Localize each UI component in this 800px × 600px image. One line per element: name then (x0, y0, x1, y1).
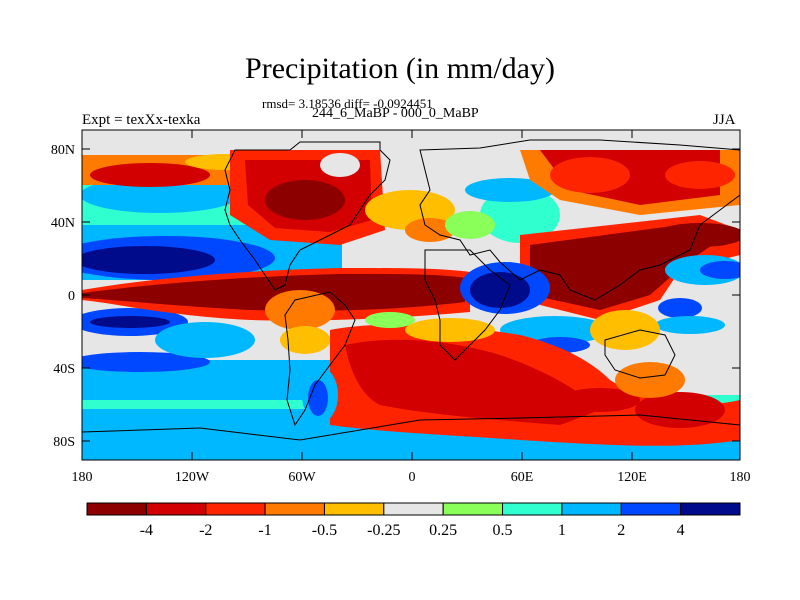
plot-title: Precipitation (in mm/day) (245, 52, 555, 85)
y-tick-label: 80S (53, 435, 75, 450)
x-tick-label: 180 (730, 470, 751, 485)
colorbar-label: -1 (258, 522, 271, 539)
season-label: JJA (713, 112, 736, 128)
y-axis-ticks (82, 148, 740, 442)
colorbar-swatch (323, 502, 385, 516)
colorbar-swatch (680, 502, 741, 516)
colorbar-label: 2 (617, 522, 625, 539)
colorbar: -4 -2 -1 -0.5 -0.25 0.25 0.5 1 2 4 (86, 502, 741, 539)
colorbar-swatch (86, 502, 147, 516)
colorbar-label: 0.5 (493, 522, 513, 539)
coastlines (82, 139, 740, 441)
y-tick-label: 40N (51, 216, 75, 231)
y-tick-label: 0 (68, 289, 75, 304)
x-tick-label: 120E (617, 470, 647, 485)
x-tick-label: 120W (175, 470, 210, 485)
colorbar-label: 0.25 (429, 522, 457, 539)
colorbar-swatch (205, 502, 266, 516)
precipitation-field (82, 130, 740, 460)
colorbar-label: -2 (199, 522, 212, 539)
x-axis-ticks (81, 130, 741, 460)
y-tick-label: 40S (53, 362, 75, 377)
colorbar-swatch (145, 502, 207, 516)
x-tick-label: 0 (409, 470, 416, 485)
rmsd-diff-stats: rmsd= 3.18536 diff= -0.0924451 (262, 96, 433, 111)
y-tick-label: 80N (51, 143, 75, 158)
x-tick-label: 180 (72, 470, 93, 485)
colorbar-label: -0.5 (312, 522, 337, 539)
colorbar-swatch (442, 502, 504, 516)
period-comparison: 244_6_MaBP - 000_0_MaBP (312, 106, 479, 121)
colorbar-label: -0.25 (367, 522, 400, 539)
x-tick-label: 60E (511, 470, 534, 485)
colorbar-swatch (561, 502, 622, 516)
experiment-label: Expt = texXx-texka (82, 112, 201, 128)
colorbar-swatch (264, 502, 325, 516)
colorbar-label: 1 (558, 522, 566, 539)
colorbar-label: -4 (140, 522, 153, 539)
colorbar-swatch (502, 502, 563, 516)
x-tick-label: 60W (288, 470, 316, 485)
colorbar-swatch (620, 502, 682, 516)
colorbar-swatch (383, 502, 444, 516)
colorbar-label: 4 (677, 522, 685, 539)
